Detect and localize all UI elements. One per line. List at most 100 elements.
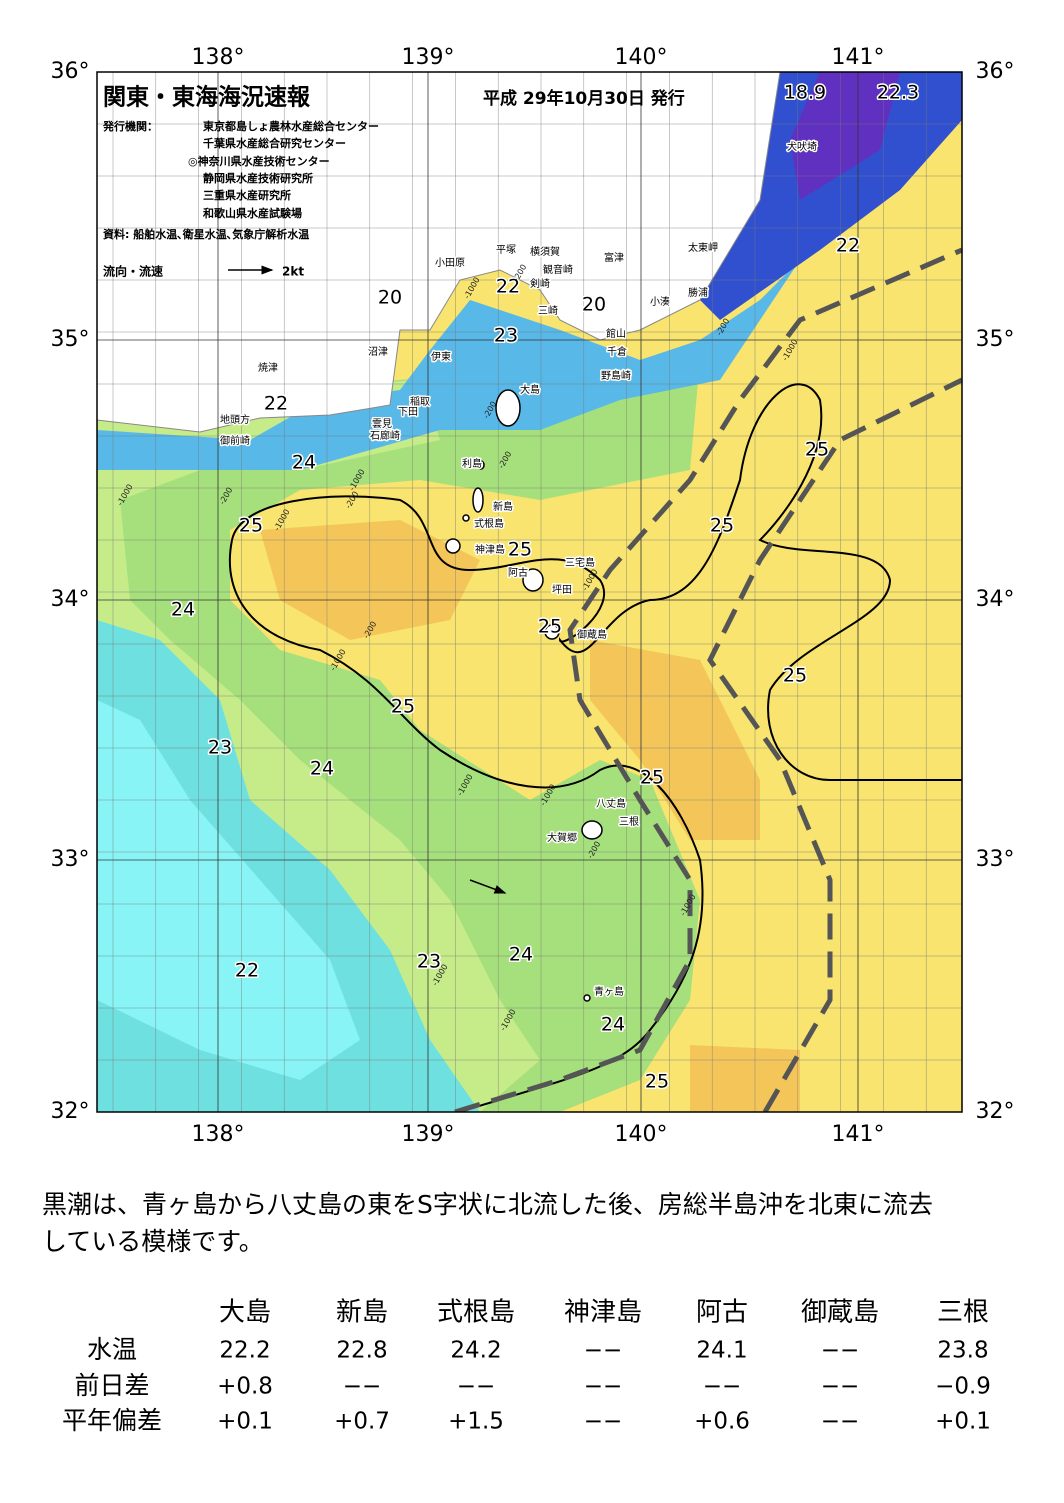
- table-cell: −−: [584, 1338, 623, 1364]
- islands: [445, 389, 603, 1002]
- contour-25: [231, 383, 962, 781]
- table-cell: +0.8: [217, 1374, 273, 1400]
- temperature-label: 24: [601, 1014, 625, 1036]
- column-header: 式根島: [437, 1298, 515, 1328]
- temperature-label: 22.3: [877, 82, 919, 104]
- description-line: 黒潮は、青ヶ島から八丈島の東をS字状に北流した後、房総半島沖を北東に流去: [42, 1190, 933, 1219]
- place-name: 太東岬: [688, 241, 718, 254]
- sea-orange: [590, 640, 760, 840]
- axis-label-right: 33°: [976, 847, 1015, 872]
- table-cell: −−: [584, 1374, 623, 1400]
- place-name: 観音崎: [543, 263, 573, 276]
- temperature-label: 22: [836, 235, 860, 257]
- temperature-label: 24: [509, 944, 533, 966]
- current-arrow: [469, 879, 507, 894]
- place-name: 地頭方: [220, 413, 250, 426]
- axis-label-top: 140°: [615, 45, 668, 70]
- temperature-label: 22: [264, 393, 288, 415]
- kuroshio-outer: [707, 377, 962, 1112]
- table-cell: −−: [821, 1338, 860, 1364]
- island: [522, 568, 544, 592]
- place-name: 神津島: [475, 543, 505, 556]
- place-name: 平塚: [496, 244, 516, 256]
- sea-light-cyan: [97, 700, 360, 1080]
- description: 黒潮は、青ヶ島から八丈島の東をS字状に北流した後、房総半島沖を北東に流去 してい…: [42, 1186, 933, 1260]
- temperature-label: 23: [494, 325, 518, 347]
- title: 関東・東海海況速報: [103, 84, 311, 111]
- place-name: 勝浦: [688, 286, 708, 299]
- column-header: 大島: [219, 1298, 271, 1328]
- temperature-label: 25: [640, 767, 664, 789]
- land: [97, 72, 781, 433]
- temperature-label: 23: [417, 951, 441, 973]
- axis-label-top: 138°: [192, 45, 245, 70]
- axis-label-left: 34°: [51, 587, 90, 612]
- table-cell: −−: [457, 1374, 496, 1400]
- current-legend: 流向・流速: [103, 264, 163, 279]
- place-name: 利島: [462, 457, 482, 470]
- column-header: 新島: [336, 1298, 388, 1328]
- table-cell: 24.1: [696, 1338, 747, 1364]
- sea-cold-blue: [700, 72, 962, 320]
- place-name: 下田: [398, 407, 418, 418]
- axis-label-right: 34°: [976, 587, 1015, 612]
- place-name: 伊東: [431, 350, 451, 363]
- axis-label-bottom: 139°: [402, 1122, 455, 1147]
- place-name: 御蔵島: [577, 628, 607, 641]
- current-scale: 2kt: [282, 265, 304, 279]
- temperature-label: 24: [310, 758, 334, 780]
- axis-label-bottom: 141°: [832, 1122, 885, 1147]
- column-header: 神津島: [564, 1298, 642, 1328]
- axis-label-right: 32°: [976, 1099, 1015, 1124]
- kuroshio-axis: [454, 247, 962, 1112]
- column-header: 三根: [937, 1298, 989, 1328]
- publisher: 和歌山県水産試験場: [203, 206, 302, 220]
- temperature-label: 24: [292, 452, 316, 474]
- publisher: 東京都島しょ農林水産総合センター: [203, 119, 379, 133]
- table-cell: −−: [821, 1409, 860, 1435]
- issue-date: 平成 29年10月30日 発行: [483, 88, 685, 109]
- temperature-label: 25: [538, 616, 562, 638]
- temperature-label: 22: [496, 276, 520, 298]
- publisher: 三重県水産研究所: [203, 188, 291, 202]
- axis-label-bottom: 140°: [615, 1122, 668, 1147]
- temperature-label: 20: [378, 287, 402, 309]
- table-cell: −−: [584, 1409, 623, 1435]
- temperature-label: 25: [645, 1071, 669, 1093]
- table-cell: −−: [821, 1374, 860, 1400]
- publisher-label: 発行機関：: [102, 119, 158, 133]
- map-frame: [96, 71, 963, 1113]
- kuroshio-inner: [454, 247, 962, 1112]
- axis-label-top: 141°: [832, 45, 885, 70]
- description-line: している模様です。: [42, 1227, 264, 1256]
- map: 138° 138° 139° 139° 140° 140° 141° 141° 36° 36° 35…: [51, 45, 1015, 1147]
- graticule: [97, 72, 962, 1112]
- place-name: 小田原: [435, 257, 465, 269]
- place-name: 御前崎: [220, 434, 250, 447]
- place-name: 新島: [493, 500, 513, 513]
- island: [445, 538, 461, 554]
- source: 資料: 船舶水温､衛星水温､気象庁解析水温: [103, 227, 309, 241]
- temperature-label: 20: [582, 294, 606, 316]
- place-name: 稲取: [410, 396, 430, 408]
- table-cell: 22.2: [219, 1338, 270, 1364]
- table-cell: +0.1: [935, 1409, 991, 1435]
- place-name: 大賀郷: [547, 831, 577, 844]
- axis-label-top: 139°: [402, 45, 455, 70]
- temperature-label: 25: [783, 665, 807, 687]
- sea-orange: [260, 520, 480, 640]
- temperature-label: 24: [171, 599, 195, 621]
- island: [462, 514, 470, 522]
- place-name: 小湊: [650, 295, 670, 308]
- sea-coastal-blue: [97, 260, 800, 470]
- place-name: 石廊崎: [370, 429, 400, 442]
- table-cell: −−: [703, 1374, 742, 1400]
- axis-label-left: 33°: [51, 847, 90, 872]
- table-cell: +0.6: [694, 1409, 750, 1435]
- place-name: 三崎: [538, 304, 558, 317]
- place-name: 沼津: [368, 345, 388, 358]
- temperature-label: 18.9: [784, 82, 826, 104]
- publisher: 千葉県水産総合研究センター: [203, 136, 346, 150]
- publisher: ◎神奈川県水産技術センター: [188, 154, 330, 168]
